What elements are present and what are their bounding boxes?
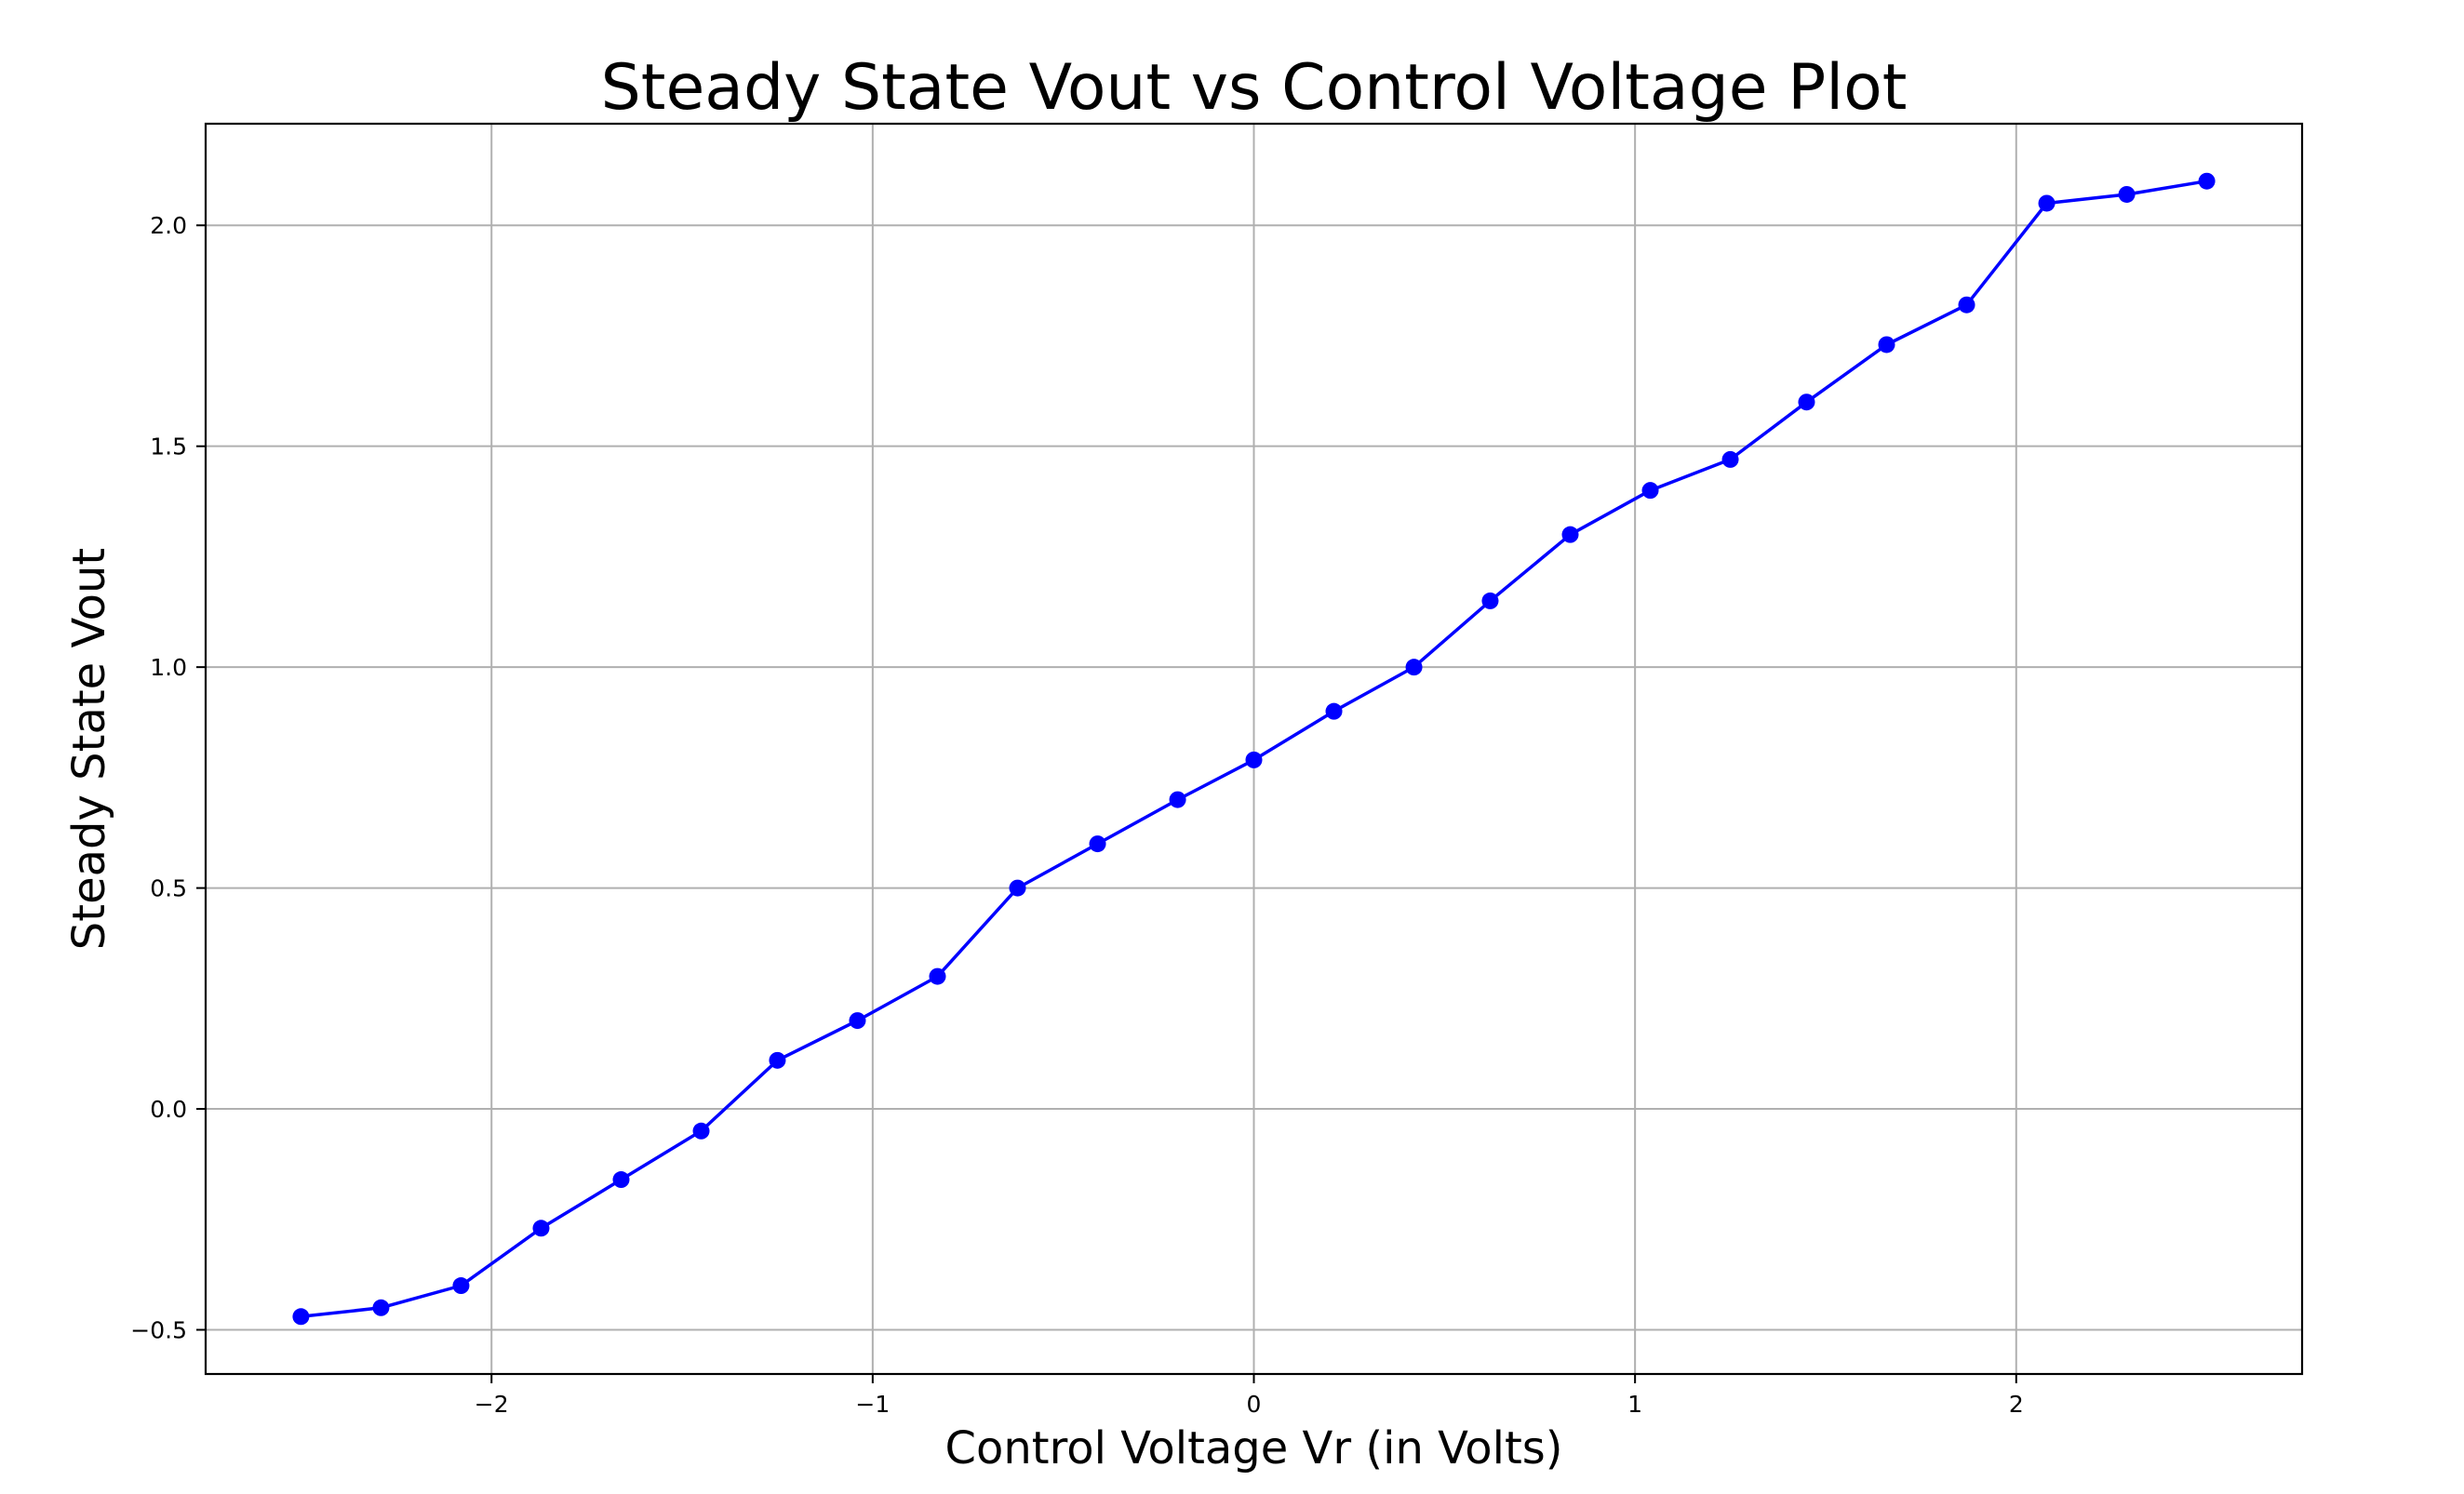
data-point — [532, 1220, 550, 1237]
y-tick-label: 1.5 — [150, 434, 187, 460]
data-point — [372, 1299, 390, 1316]
data-point — [769, 1051, 786, 1069]
data-point — [1641, 482, 1659, 500]
x-tick-label: −1 — [855, 1391, 890, 1418]
data-point — [929, 967, 946, 985]
data-point — [1721, 450, 1739, 468]
data-point — [1169, 791, 1186, 808]
data-point — [849, 1012, 866, 1030]
x-tick-label: 0 — [1247, 1391, 1262, 1418]
data-point — [692, 1122, 710, 1140]
y-tick-label: 1.0 — [150, 654, 187, 681]
data-point — [1089, 835, 1106, 853]
y-tick-label: 0.0 — [150, 1096, 187, 1123]
data-point — [1878, 336, 1895, 353]
x-tick-label: 1 — [1627, 1391, 1642, 1418]
data-point — [2118, 185, 2136, 203]
x-tick-label: 2 — [2009, 1391, 2024, 1418]
y-tick-label: 2.0 — [150, 212, 187, 239]
data-point — [1561, 526, 1579, 543]
data-point — [1481, 592, 1499, 609]
data-point — [1009, 879, 1026, 897]
data-point — [1245, 751, 1263, 768]
data-point — [1798, 394, 1815, 411]
data-point — [2198, 172, 2216, 190]
x-axis-label: Control Voltage Vr (in Volts) — [944, 1422, 1562, 1474]
chart-title: Steady State Vout vs Control Voltage Plo… — [601, 51, 1908, 125]
data-point — [452, 1277, 470, 1295]
data-point — [292, 1308, 310, 1326]
tick-layer: −2 −1 0 1 2 −0.5 0.0 0.5 1.0 1.5 2.0 — [130, 212, 2023, 1418]
data-point — [1958, 296, 1975, 313]
data-point — [1405, 659, 1423, 676]
data-point — [612, 1171, 630, 1189]
data-point — [1325, 702, 1343, 720]
y-axis-label: Steady State Vout — [63, 548, 115, 950]
y-tick-label: 0.5 — [150, 875, 187, 902]
y-tick-label: −0.5 — [130, 1317, 187, 1344]
data-point — [2038, 194, 2056, 212]
grid-layer — [206, 124, 2302, 1374]
x-tick-label: −2 — [475, 1391, 509, 1418]
series-layer — [292, 172, 2216, 1326]
